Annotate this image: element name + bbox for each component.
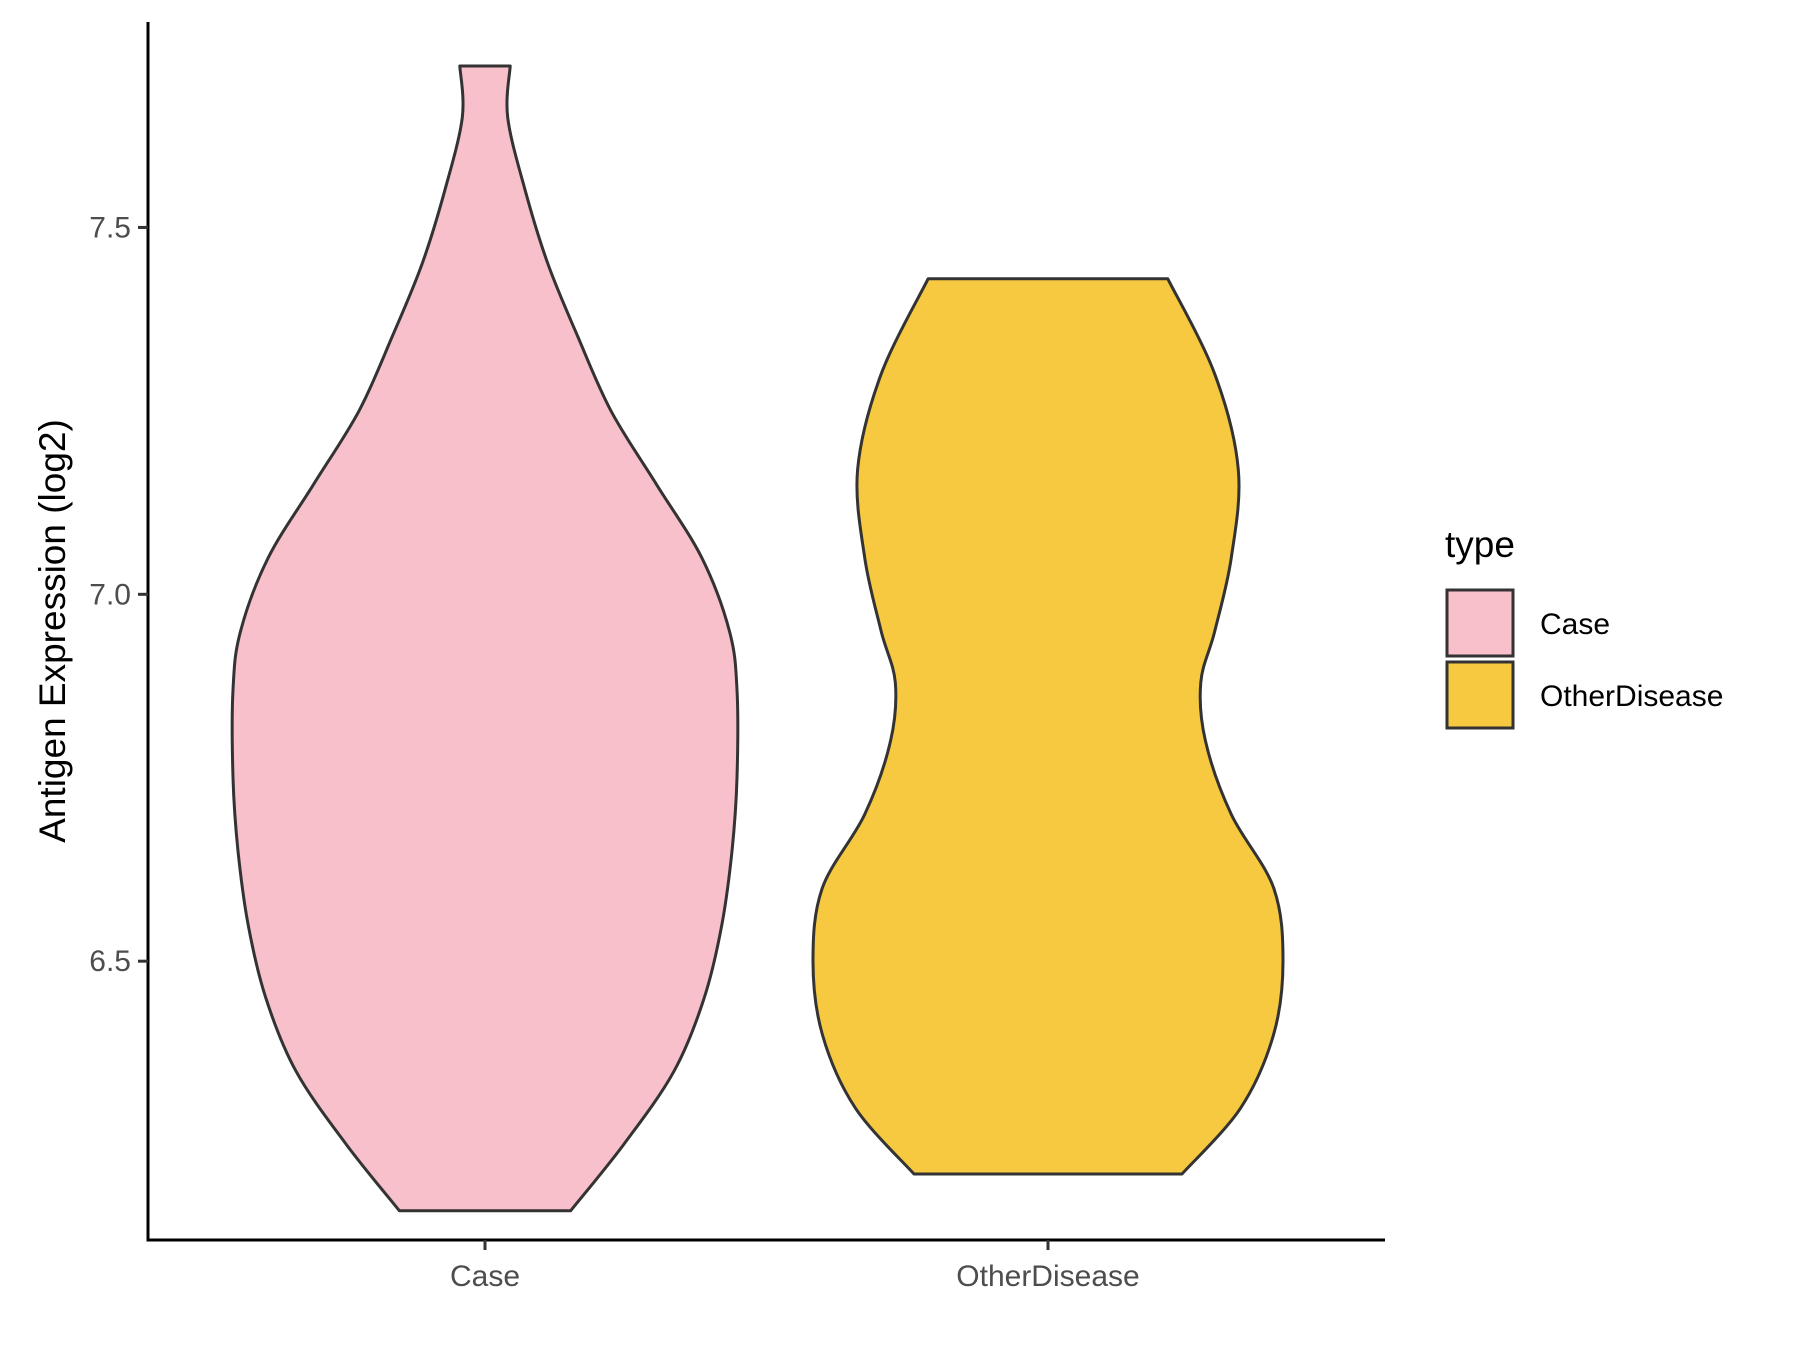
y-axis-ticks: 6.5 7.0 7.5: [89, 211, 148, 978]
y-tick-label: 7.5: [89, 211, 131, 244]
legend: type Case OtherDisease: [1445, 524, 1723, 730]
y-axis-title: Antigen Expression (log2): [32, 419, 73, 843]
violin-layer: [230, 64, 1285, 1213]
y-tick-label: 6.5: [89, 945, 131, 978]
violin-case: [230, 64, 740, 1213]
legend-title: type: [1445, 524, 1515, 565]
legend-label: Case: [1540, 608, 1610, 641]
x-tick-label: Case: [450, 1260, 520, 1293]
y-tick-label: 7.0: [89, 578, 131, 611]
legend-key-case: [1445, 588, 1515, 658]
x-tick-label: OtherDisease: [956, 1260, 1139, 1293]
legend-label: OtherDisease: [1540, 680, 1723, 713]
legend-key-otherdisease: [1445, 660, 1515, 730]
violin-otherdisease: [811, 277, 1285, 1176]
x-axis-ticks: Case OtherDisease: [450, 1240, 1140, 1293]
